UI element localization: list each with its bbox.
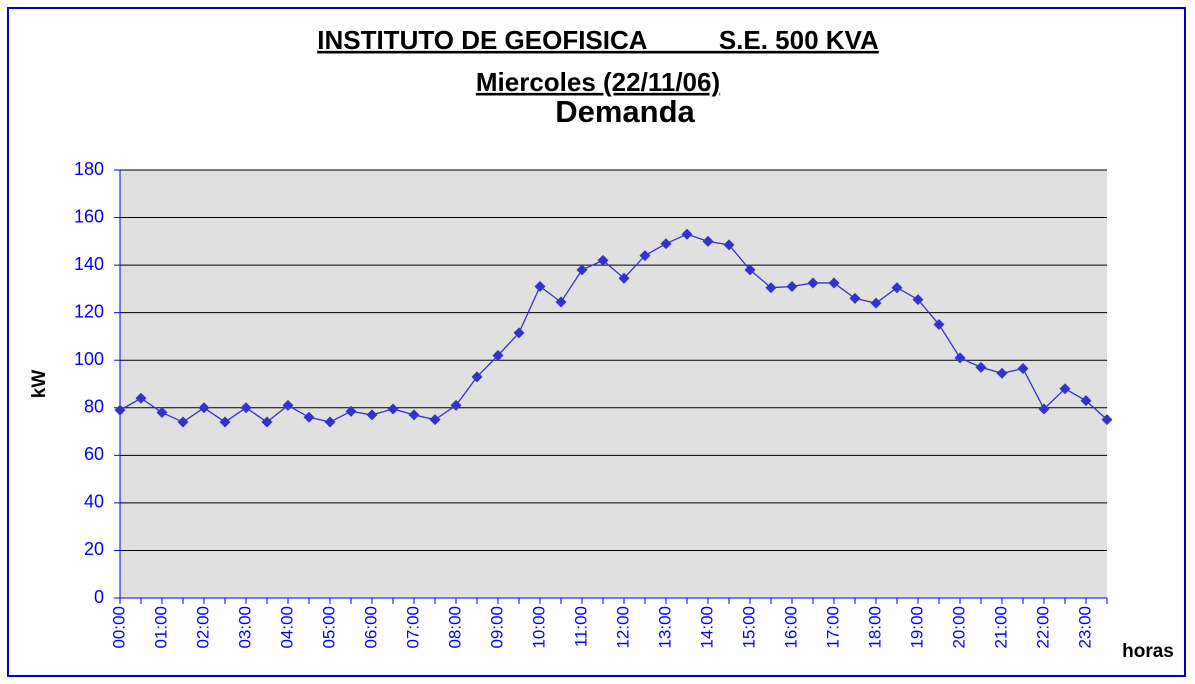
x-tick-label: 16:00: [781, 606, 800, 649]
x-tick-label: 12:00: [613, 606, 632, 649]
data-point: [156, 407, 168, 419]
x-tick-label: 07:00: [403, 606, 422, 649]
data-point: [891, 282, 903, 294]
data-point: [303, 411, 315, 423]
x-tick-label: 20:00: [949, 606, 968, 649]
x-tick-label: 08:00: [445, 606, 464, 649]
data-point: [1038, 403, 1050, 415]
data-point: [870, 297, 882, 309]
data-point: [975, 361, 987, 373]
data-point: [828, 277, 840, 289]
x-tick-label: 03:00: [235, 606, 254, 649]
data-point: [324, 416, 336, 428]
x-tick-label: 15:00: [739, 606, 758, 649]
y-axis-label: kW: [29, 370, 50, 399]
x-tick-label: 22:00: [1033, 606, 1052, 649]
data-point: [765, 282, 777, 294]
data-line: [119, 233, 1108, 423]
data-point: [660, 238, 672, 250]
y-tick-label: 40: [84, 492, 104, 512]
data-point: [933, 319, 945, 331]
data-point: [786, 281, 798, 293]
data-point: [912, 294, 924, 306]
data-point: [429, 414, 441, 426]
y-tick-label: 60: [84, 444, 104, 464]
data-point: [1080, 395, 1092, 407]
y-tick-label: 20: [84, 539, 104, 559]
data-point: [702, 235, 714, 247]
x-tick-label: 18:00: [865, 606, 884, 649]
x-tick-label: 11:00: [571, 606, 590, 647]
x-tick-label: 06:00: [361, 606, 380, 649]
data-point: [723, 239, 735, 251]
x-axis-label: horas: [1122, 641, 1174, 662]
data-point: [219, 416, 231, 428]
chart-heading: Demanda: [555, 94, 695, 129]
data-point: [807, 277, 819, 289]
x-tick-label: 02:00: [193, 606, 212, 649]
data-point: [408, 409, 420, 421]
data-point: [597, 254, 609, 266]
data-point: [1017, 363, 1029, 375]
data-point: [114, 404, 126, 416]
data-point: [366, 409, 378, 421]
x-tick-label: 04:00: [277, 606, 296, 649]
data-point: [954, 352, 966, 364]
x-tick-label: 14:00: [697, 606, 716, 649]
y-tick-label: 120: [74, 301, 104, 321]
chart-title: INSTITUTO DE GEOFISICA S.E. 500 KVA: [317, 25, 879, 55]
x-tick-label: 10:00: [529, 606, 548, 649]
x-tick-label: 01:00: [151, 606, 170, 649]
x-tick-label: 19:00: [907, 606, 926, 649]
x-tick-label: 09:00: [487, 606, 506, 649]
x-tick-label: 13:00: [655, 606, 674, 649]
data-point: [387, 403, 399, 415]
data-point: [555, 296, 567, 308]
y-tick-label: 140: [74, 254, 104, 274]
data-point: [345, 405, 357, 417]
data-point: [996, 367, 1008, 379]
data-point: [240, 402, 252, 414]
data-point: [282, 399, 294, 411]
y-tick-label: 80: [84, 397, 104, 417]
x-tick-label: 23:00: [1075, 606, 1094, 649]
data-point: [1101, 414, 1113, 426]
data-point: [744, 264, 756, 276]
data-point: [618, 272, 630, 284]
y-tick-label: 0: [94, 587, 104, 607]
data-point: [198, 402, 210, 414]
data-point: [849, 292, 861, 304]
y-tick-label: 180: [74, 159, 104, 179]
data-point: [450, 399, 462, 411]
data-point: [639, 250, 651, 262]
plot-area: [120, 170, 1107, 598]
y-tick-label: 160: [74, 206, 104, 226]
data-point: [513, 327, 525, 339]
data-point: [576, 264, 588, 276]
x-tick-label: 00:00: [109, 606, 128, 649]
x-tick-label: 21:00: [991, 606, 1010, 649]
data-point: [1059, 383, 1071, 395]
data-point: [534, 281, 546, 293]
data-point: [177, 416, 189, 428]
x-tick-label: 05:00: [319, 606, 338, 649]
data-point: [135, 392, 147, 404]
chart-subtitle: Miercoles (22/11/06): [476, 67, 720, 97]
x-tick-label: 17:00: [823, 606, 842, 649]
data-point: [681, 228, 693, 240]
data-point: [471, 371, 483, 383]
data-point: [492, 349, 504, 361]
data-point: [261, 416, 273, 428]
y-tick-label: 100: [74, 349, 104, 369]
